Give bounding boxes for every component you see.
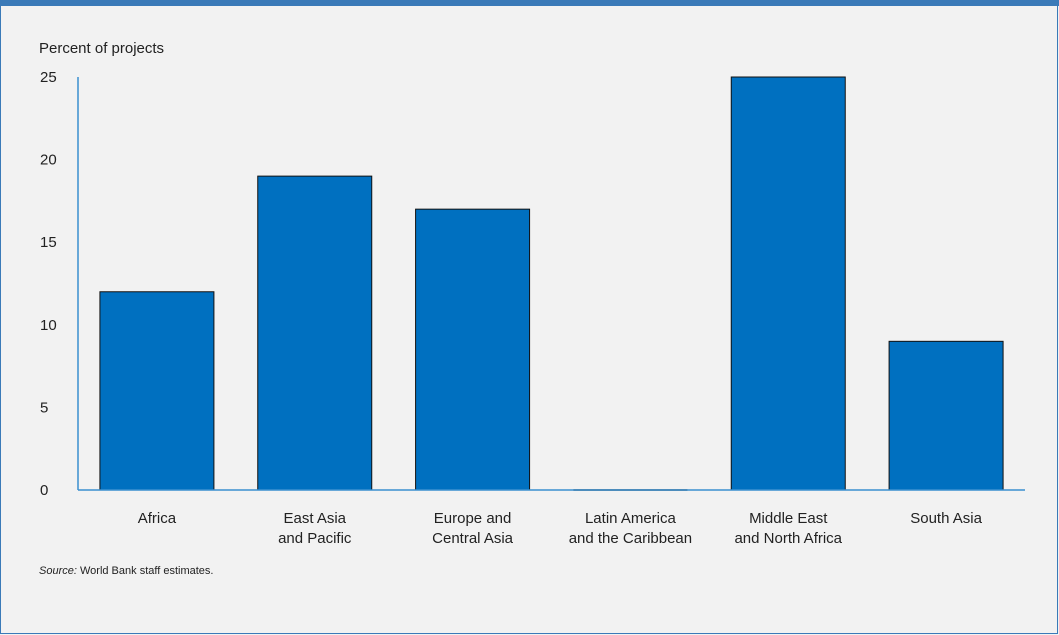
y-tick-label: 10 xyxy=(40,317,57,334)
x-tick-label: Central Asia xyxy=(432,530,514,547)
bar xyxy=(730,76,846,491)
source-note: Source: World Bank staff estimates. xyxy=(39,565,213,577)
x-tick-labels: Africa East Asia and Pacific Europe and Cent… xyxy=(138,510,983,547)
x-tick-label: Latin America xyxy=(585,510,677,527)
x-tick-label: East Asia xyxy=(283,510,346,527)
y-tick-labels: 0 5 10 15 20 25 xyxy=(40,69,57,499)
bar xyxy=(99,291,215,491)
bar xyxy=(888,340,1004,491)
x-tick-label: South Asia xyxy=(910,510,982,527)
x-tick-label: Middle East xyxy=(749,510,828,527)
bars xyxy=(99,76,1004,491)
x-tick-label: Europe and xyxy=(434,510,512,527)
x-tick-label: and the Caribbean xyxy=(569,530,692,547)
y-tick-label: 0 xyxy=(40,482,48,499)
y-tick-label: 25 xyxy=(40,69,57,86)
source-prefix: Source: xyxy=(39,565,77,577)
bar xyxy=(257,175,373,491)
y-axis-label: Percent of projects xyxy=(39,40,164,57)
source-text: World Bank staff estimates. xyxy=(76,565,214,577)
x-tick-label: Africa xyxy=(138,510,177,527)
top-accent-bar xyxy=(0,0,1059,6)
bar xyxy=(415,208,531,491)
x-tick-label: and North Africa xyxy=(734,530,842,547)
bar-chart: Percent of projects 0 5 10 15 20 25 Africa Eas… xyxy=(39,40,1025,547)
figure-frame xyxy=(0,6,1058,634)
y-tick-label: 15 xyxy=(40,234,57,251)
y-tick-label: 20 xyxy=(40,152,57,169)
y-tick-label: 5 xyxy=(40,399,48,416)
x-tick-label: and Pacific xyxy=(278,530,352,547)
